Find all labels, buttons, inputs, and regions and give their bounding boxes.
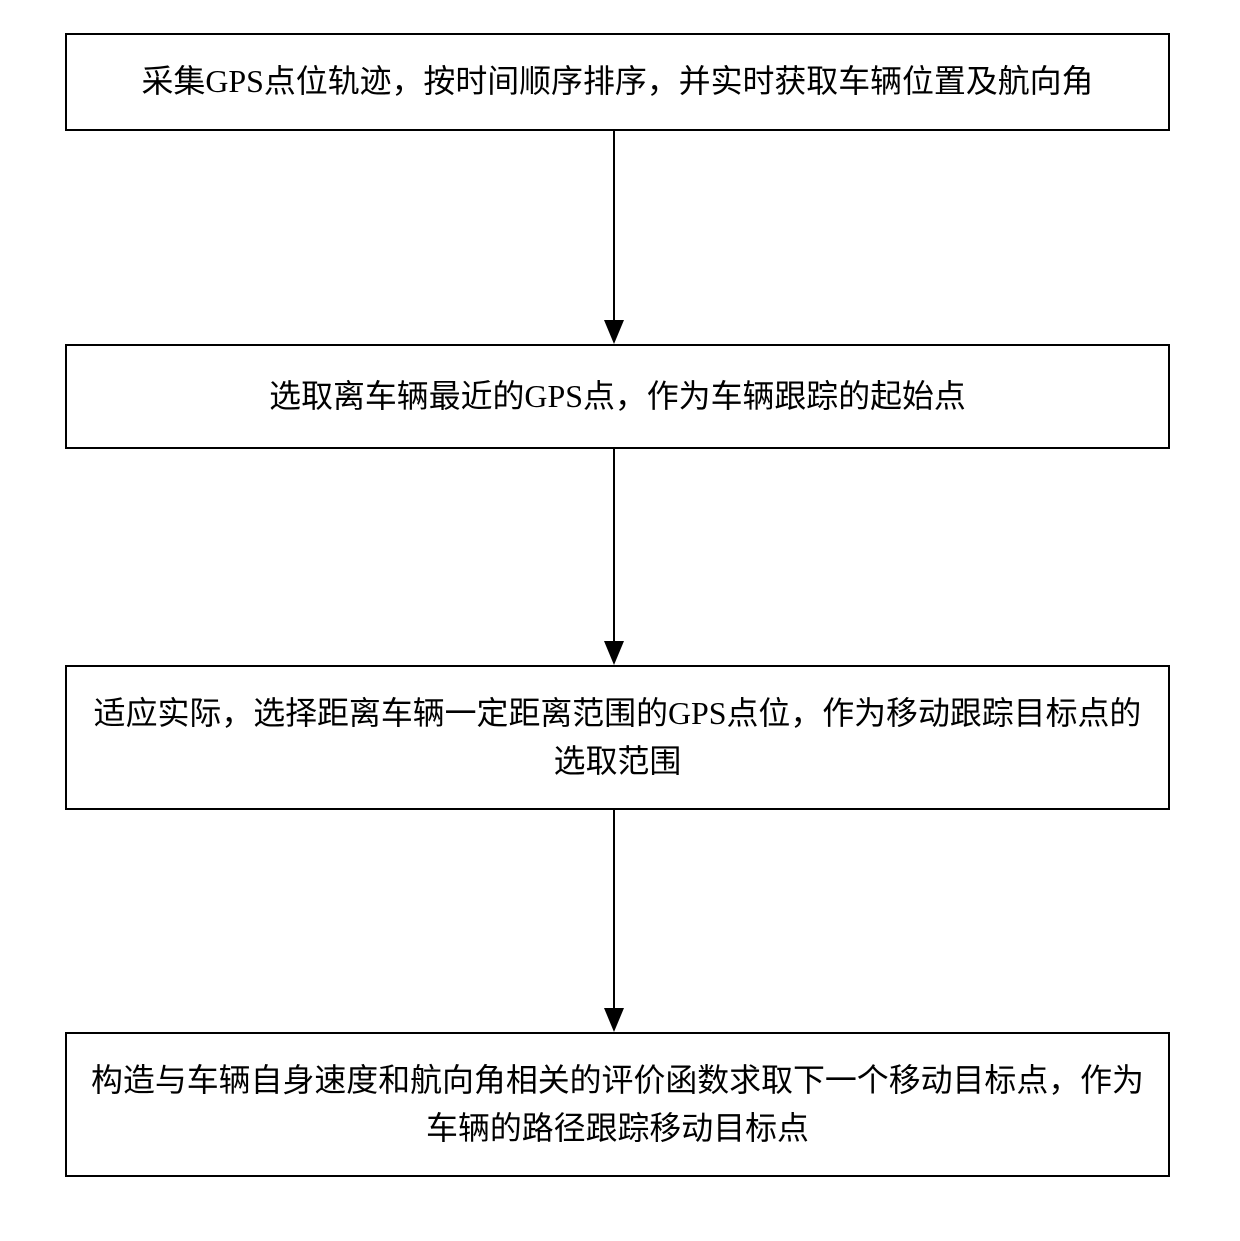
flow-node-label: 适应实际，选择距离车辆一定距离范围的GPS点位，作为移动跟踪目标点的选取范围	[91, 690, 1144, 786]
flow-node-label: 选取离车辆最近的GPS点，作为车辆跟踪的起始点	[91, 373, 1144, 421]
flow-node-nearest-point: 选取离车辆最近的GPS点，作为车辆跟踪的起始点	[65, 344, 1170, 449]
flow-node-collect-gps: 采集GPS点位轨迹，按时间顺序排序，并实时获取车辆位置及航向角	[65, 33, 1170, 131]
flow-node-select-range: 适应实际，选择距离车辆一定距离范围的GPS点位，作为移动跟踪目标点的选取范围	[65, 665, 1170, 810]
flow-node-label: 构造与车辆自身速度和航向角相关的评价函数求取下一个移动目标点，作为车辆的路径跟踪…	[91, 1057, 1144, 1153]
flowchart-canvas: 采集GPS点位轨迹，按时间顺序排序，并实时获取车辆位置及航向角 选取离车辆最近的…	[0, 0, 1240, 1241]
flow-node-evaluation-function: 构造与车辆自身速度和航向角相关的评价函数求取下一个移动目标点，作为车辆的路径跟踪…	[65, 1032, 1170, 1177]
flow-node-label: 采集GPS点位轨迹，按时间顺序排序，并实时获取车辆位置及航向角	[91, 58, 1144, 106]
